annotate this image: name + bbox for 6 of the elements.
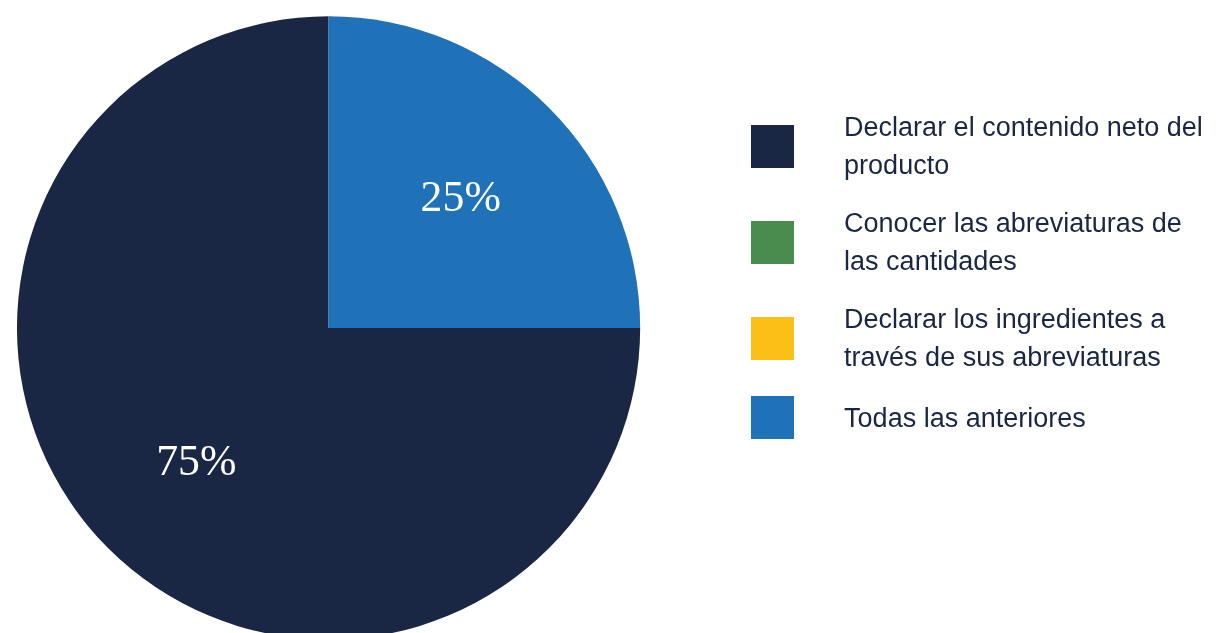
data-label: 75% — [156, 436, 237, 485]
legend-label: Declarar el contenido neto del producto — [844, 111, 1204, 182]
legend-label: Conocer las abreviaturas de las cantidades — [844, 207, 1183, 278]
legend-label: Declarar los ingredientes a través de sus abreviaturas — [844, 303, 1167, 374]
legend-label: Todas las anteriores — [844, 401, 1087, 435]
data-label: 25% — [420, 171, 501, 220]
